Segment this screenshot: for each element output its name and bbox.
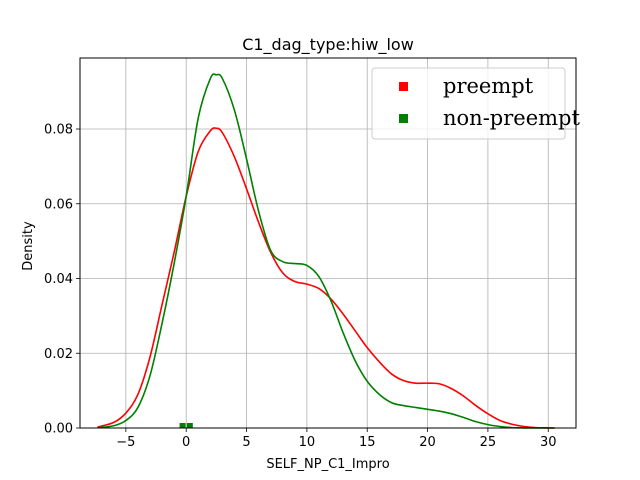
rug-mark-non-preempt bbox=[186, 423, 193, 428]
series-line-preempt bbox=[97, 127, 556, 429]
legend-marker-preempt bbox=[399, 82, 408, 91]
plot-frame bbox=[79, 57, 577, 429]
x-tick-label: 15 bbox=[359, 435, 376, 450]
legend-label-non-preempt: non-preempt bbox=[443, 106, 580, 130]
chart-title: C1_dag_type:hiw_low bbox=[242, 35, 414, 55]
x-tick-label: 20 bbox=[419, 435, 436, 450]
series-line-non-preempt bbox=[97, 73, 556, 429]
x-tick-label: 30 bbox=[540, 435, 557, 450]
legend: preempt non-preempt bbox=[371, 67, 580, 140]
y-axis-label: Density bbox=[21, 221, 36, 271]
x-tick-label: −5 bbox=[116, 435, 135, 450]
legend-label-preempt: preempt bbox=[443, 74, 534, 98]
x-tick-label: 25 bbox=[480, 435, 497, 450]
x-axis-label: SELF_NP_C1_Impro bbox=[266, 457, 389, 472]
y-tick-label: 0.08 bbox=[44, 123, 73, 138]
y-tick-label: 0.06 bbox=[44, 197, 73, 212]
density-series bbox=[97, 73, 556, 429]
rug-mark-non-preempt bbox=[179, 423, 186, 428]
rug-marks bbox=[179, 423, 193, 428]
y-tick-label: 0.02 bbox=[44, 347, 73, 362]
legend-marker-non-preempt bbox=[399, 114, 408, 123]
y-tick-label: 0.04 bbox=[44, 272, 73, 287]
x-tick-label: 0 bbox=[182, 435, 190, 450]
x-tick-label: 5 bbox=[242, 435, 250, 450]
axis-ticks: −5 0 5 10 15 20 25 30 0.00 0.02 0.04 0.06 0.08 bbox=[44, 123, 556, 450]
x-tick-label: 10 bbox=[299, 435, 316, 450]
y-tick-label: 0.00 bbox=[44, 422, 73, 437]
legend-box bbox=[371, 67, 566, 140]
